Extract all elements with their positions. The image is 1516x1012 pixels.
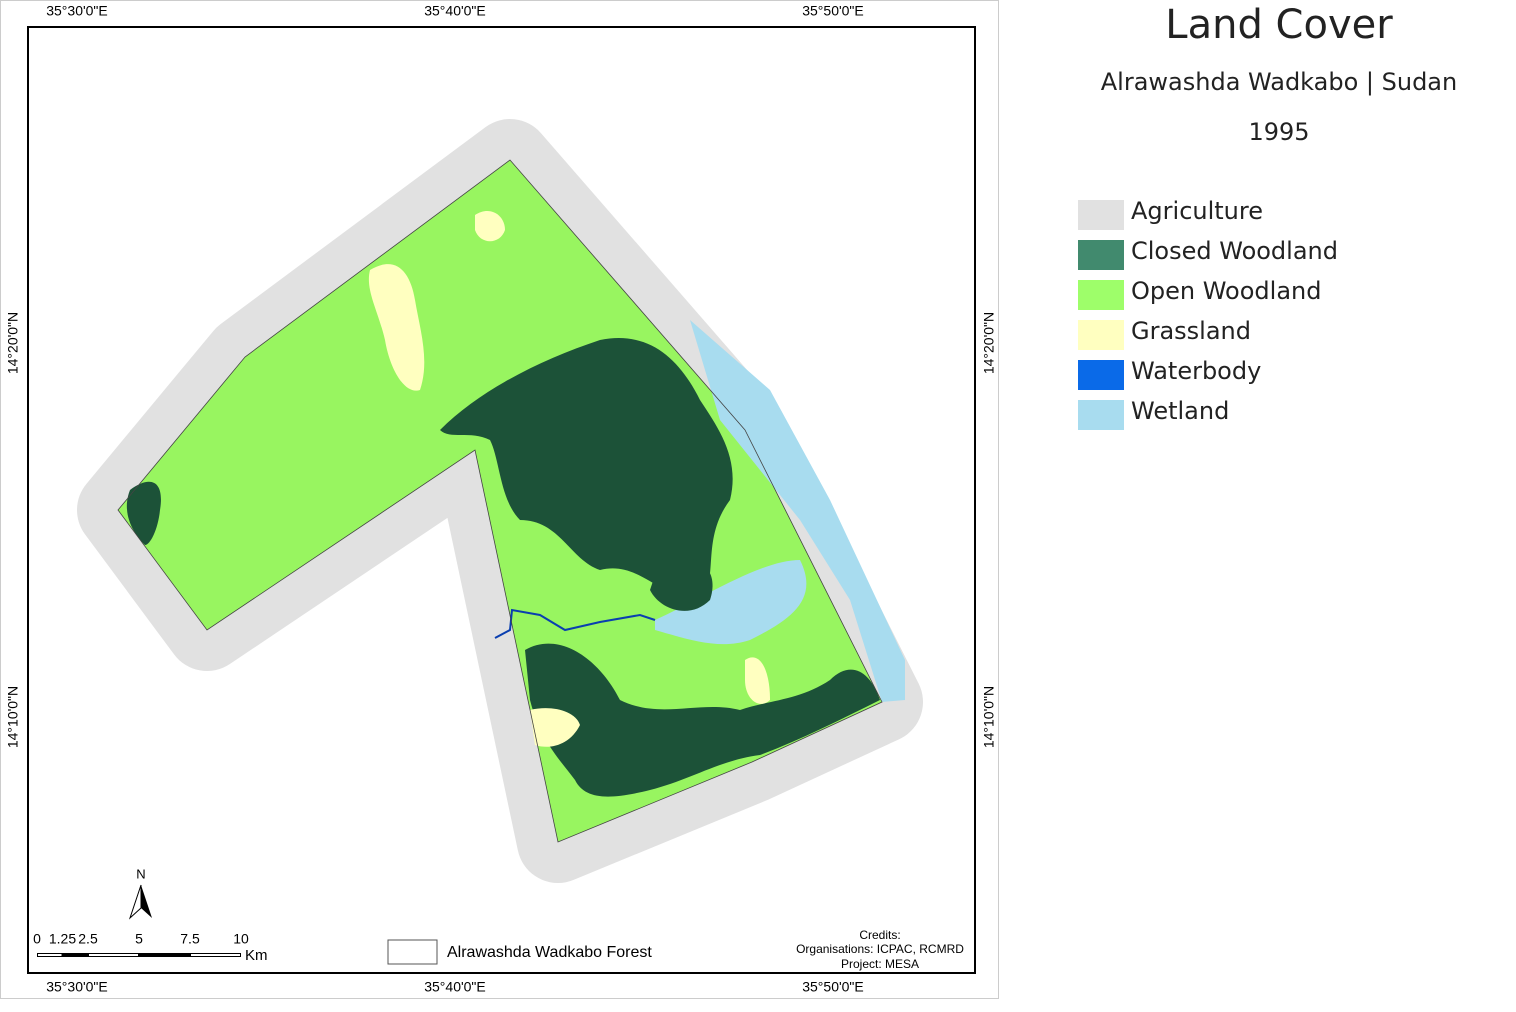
grassland: [745, 657, 770, 704]
legend-label: Closed Woodland: [1131, 237, 1338, 265]
scale-label: 1.25: [49, 931, 76, 947]
legend-label: Open Woodland: [1131, 277, 1321, 305]
legend-swatch: [1078, 360, 1124, 390]
credits: Credits:: [859, 928, 900, 942]
scale-segment: [191, 954, 240, 956]
closed-woodland: [650, 557, 713, 611]
credits: Project: MESA: [841, 957, 919, 971]
scale-segment: [140, 954, 189, 956]
graticule-label: 35°30'0"E: [46, 3, 108, 19]
legend-label: Agriculture: [1131, 197, 1263, 225]
grassland: [530, 708, 580, 747]
grassland: [475, 210, 505, 242]
graticule-label: 35°40'0"E: [424, 3, 486, 19]
wetland: [655, 560, 807, 645]
scale-label: 5: [135, 931, 143, 947]
closed-woodland: [440, 338, 733, 600]
scale-unit: Km: [245, 947, 268, 964]
graticule-label: 35°30'0"E: [46, 979, 108, 995]
credits: Organisations: ICPAC, RCMRD: [796, 942, 964, 956]
graticule-label: 14°20'0"N: [981, 312, 997, 374]
closed-woodland: [525, 643, 880, 797]
grassland: [368, 264, 425, 391]
scale-segment: [89, 954, 138, 956]
legend-year: 1995: [1248, 118, 1309, 146]
forest-boundary: [117, 159, 883, 843]
scale-segment: [38, 954, 62, 956]
north-label: N: [136, 866, 145, 881]
north-arrow: N: [128, 866, 152, 920]
graticule-label: 35°50'0"E: [802, 3, 864, 19]
open-woodland: [118, 160, 882, 842]
boundary-legend: Alrawashda Wadkabo Forest: [447, 944, 652, 961]
graticule-label: 35°50'0"E: [802, 979, 864, 995]
legend-title: Land Cover: [1165, 2, 1393, 48]
scale-segment: [63, 954, 87, 956]
legend-label: Waterbody: [1131, 357, 1261, 385]
boundary-swatch: [387, 939, 438, 965]
graticule-label: 35°40'0"E: [424, 979, 486, 995]
graticule-label: 14°10'0"N: [981, 686, 997, 748]
legend-swatch: [1078, 200, 1124, 230]
graticule-label: 14°20'0"N: [5, 312, 21, 374]
scale-label: 2.5: [78, 931, 98, 947]
closed-woodland: [126, 481, 161, 545]
scale-label: 10: [233, 931, 249, 947]
river: [494, 608, 656, 639]
scale-label: 7.5: [180, 931, 200, 947]
wetland: [690, 320, 905, 702]
legend-label: Grassland: [1131, 317, 1251, 345]
legend-swatch: [1078, 280, 1124, 310]
legend-swatch: [1078, 400, 1124, 430]
graticule-label: 14°10'0"N: [5, 686, 21, 748]
land-cover: [77, 119, 923, 883]
legend-swatch: [1078, 320, 1124, 350]
scale-label: 0: [33, 931, 41, 947]
map-border: [0, 0, 999, 999]
north-arrow-right: [141, 885, 152, 918]
legend-subtitle: Alrawashda Wadkabo | Sudan: [1101, 68, 1457, 96]
legend-swatch: [1078, 240, 1124, 270]
legend-label: Wetland: [1131, 397, 1229, 425]
